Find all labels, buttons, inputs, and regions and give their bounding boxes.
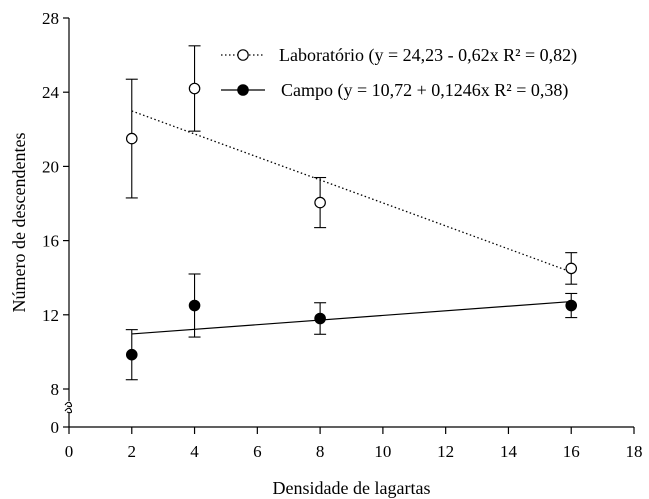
fit-line-campo [131,300,572,335]
legend: Laboratório (y = 24,23 - 0,62x R² = 0,82… [221,45,577,101]
x-tick-label: 4 [190,442,199,461]
x-tick-label: 10 [374,442,391,461]
x-tick-label: 18 [626,442,643,461]
data-point-campo [188,299,201,312]
y-tick-label: 28 [42,9,59,28]
data-point-laboratorio [314,196,326,209]
data-point-laboratorio [188,82,201,95]
legend-marker-filled-circle [237,84,249,96]
x-axis-title: Densidade de lagartas [273,478,431,498]
x-tick-label: 16 [563,442,580,461]
x-tick-label: 8 [316,442,325,461]
legend-item-laboratorio: Laboratório (y = 24,23 - 0,62x R² = 0,82… [221,45,577,66]
fit-line-laboratorio [131,110,572,273]
legend-item-campo: Campo (y = 10,72 + 0,1246x R² = 0,38) [221,80,568,101]
data-points [125,82,578,361]
data-point-campo [565,299,578,312]
y-axis-break-mark [64,401,73,408]
y-tick-label: 8 [51,380,60,399]
y-ticks: 0 8 12 16 20 24 28 [42,9,69,437]
data-point-campo [314,312,326,325]
data-point-laboratorio [125,132,138,145]
y-tick-label: 16 [42,232,59,251]
x-tick-label: 2 [128,442,137,461]
x-tick-label: 6 [253,442,262,461]
legend-label-campo: Campo (y = 10,72 + 0,1246x R² = 0,38) [281,80,568,101]
axes [64,18,634,428]
y-axis-break-mark [64,407,73,414]
x-tick-label: 12 [437,442,454,461]
x-tick-label: 0 [65,442,74,461]
y-tick-label: 12 [42,306,59,325]
y-tick-label: 20 [42,157,59,176]
y-tick-label: 24 [42,83,60,102]
legend-marker-open-circle [237,49,249,61]
legend-label-laboratorio: Laboratório (y = 24,23 - 0,62x R² = 0,82… [279,45,577,66]
y-axis-title: Número de descendentes [9,133,29,313]
x-tick-label: 14 [500,442,518,461]
y-tick-label: 0 [51,418,60,437]
data-point-campo [125,348,138,361]
x-ticks: 0 2 4 6 8 10 12 14 16 18 [65,427,643,461]
data-point-laboratorio [565,262,578,275]
fit-lines [131,110,572,335]
